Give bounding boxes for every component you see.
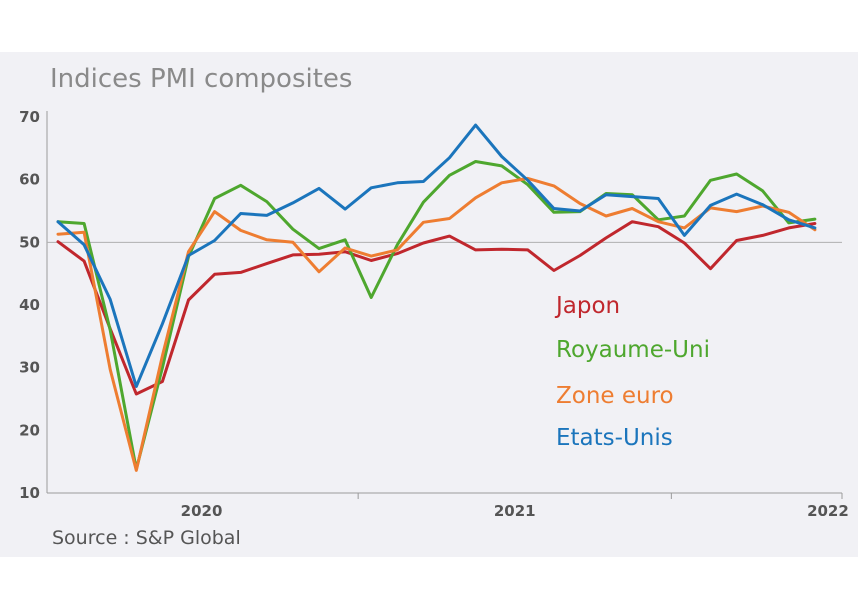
legend-entry-royaume-uni: Royaume-Uni (556, 337, 710, 363)
legend-entry-japon: Japon (554, 293, 620, 319)
series-lines (56, 123, 817, 472)
x-tick-label: 2022 (807, 502, 849, 520)
chart-title: Indices PMI composites (50, 64, 353, 94)
legend-entry-etats-unis: Etats-Unis (556, 425, 673, 451)
series-line-etats-unis (56, 123, 817, 388)
y-tick-label: 20 (19, 421, 40, 439)
x-tick-label: 2021 (494, 502, 536, 520)
y-tick-label: 10 (19, 484, 40, 502)
legend: Japon Royaume-Uni Zone euro Etats-Unis (554, 293, 710, 451)
chart-panel (0, 52, 858, 557)
source-note: Source : S&P Global (52, 527, 241, 549)
axes: 10 20 30 40 50 60 70 2020 2021 2022 (19, 108, 849, 520)
y-tick-label: 30 (19, 359, 40, 377)
y-tick-label: 70 (19, 108, 40, 126)
y-tick-label: 50 (19, 233, 40, 251)
series-line-japon (56, 220, 817, 396)
x-tick-label: 2020 (181, 502, 223, 520)
y-tick-label: 40 (19, 296, 40, 314)
y-tick-label: 60 (19, 171, 40, 189)
legend-entry-zone-euro: Zone euro (556, 383, 674, 409)
series-line-zone-euro (56, 176, 817, 472)
